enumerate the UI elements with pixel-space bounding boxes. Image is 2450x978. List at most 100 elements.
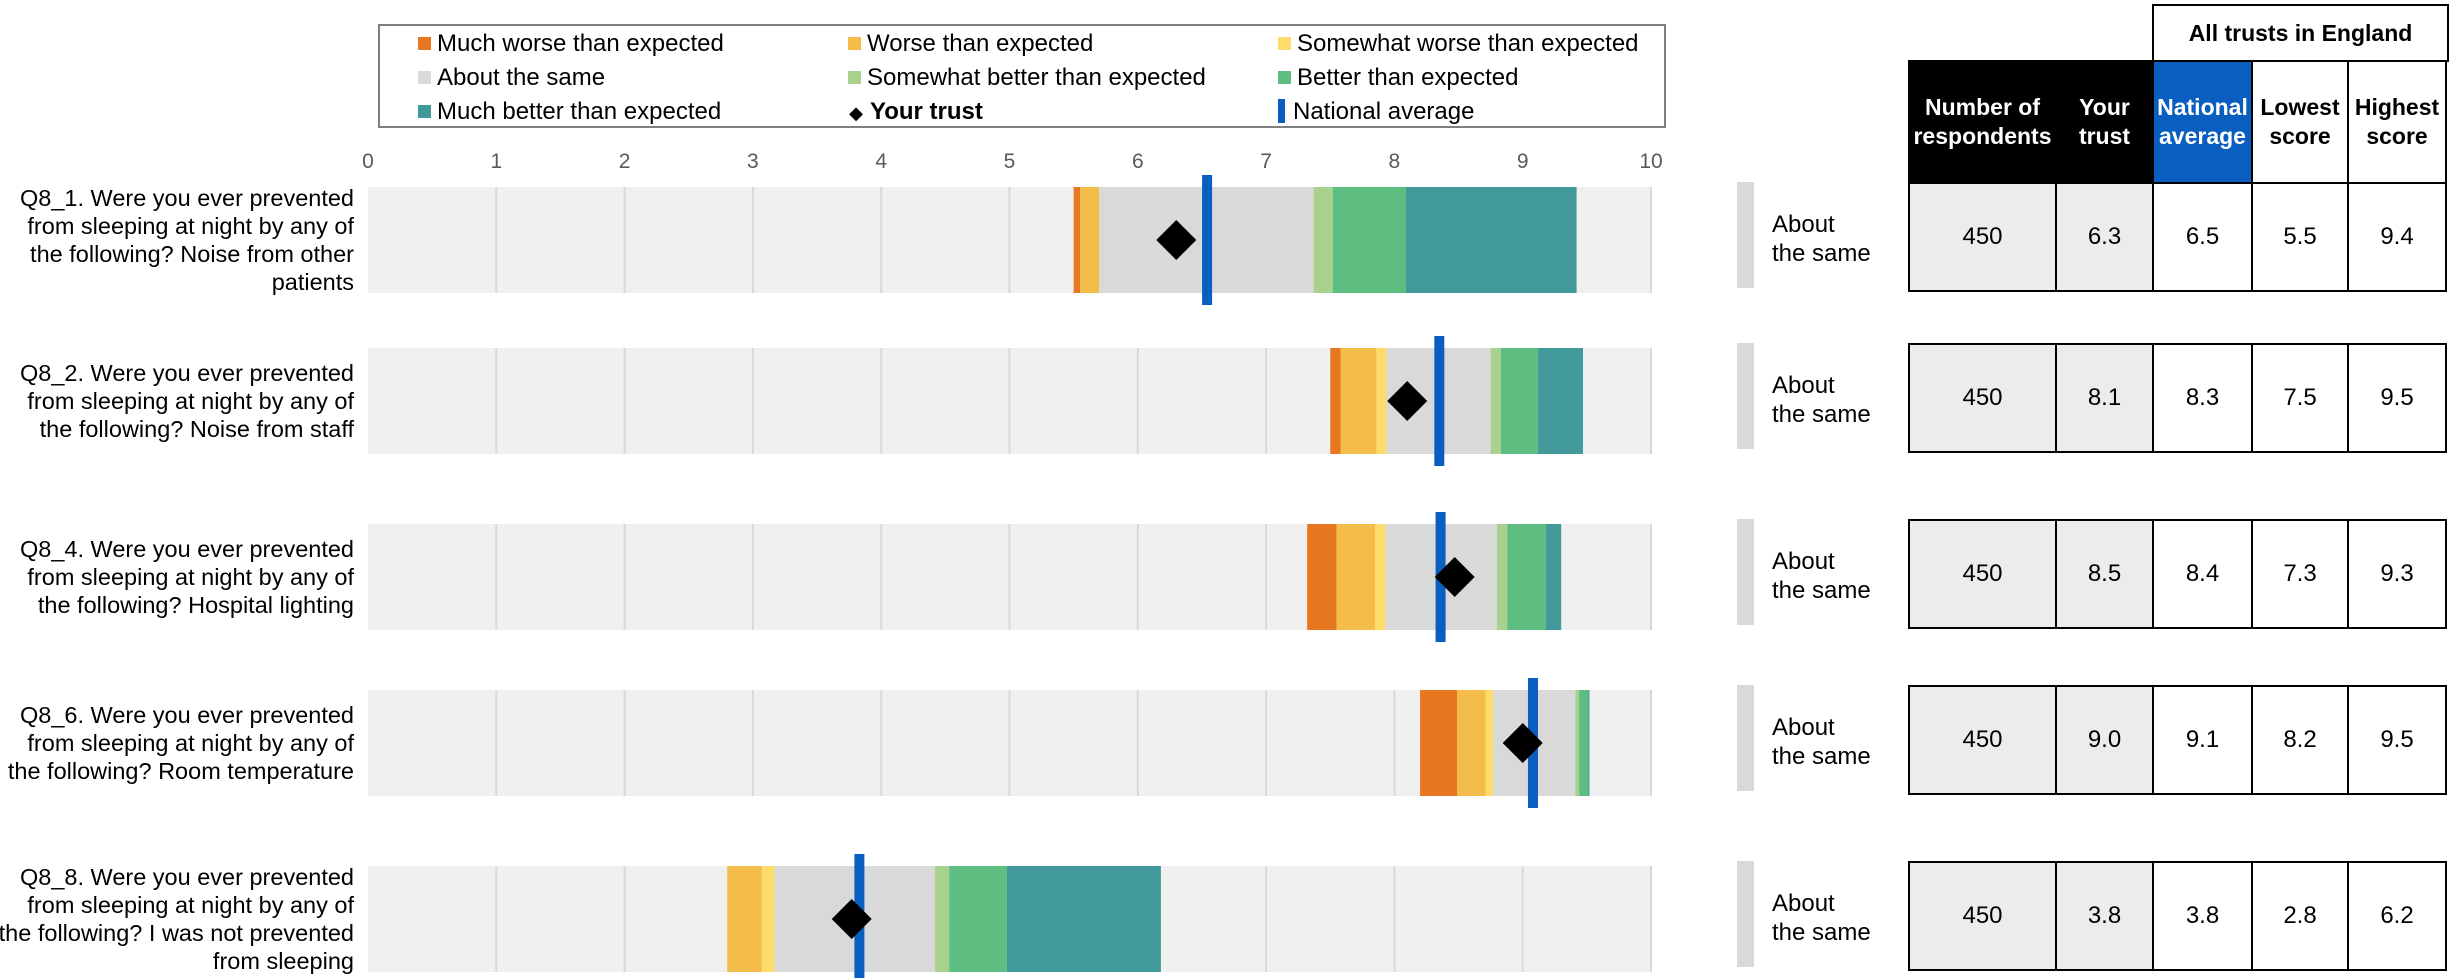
table-cell-respondents: 450 bbox=[1908, 343, 2057, 453]
legend-swatch bbox=[418, 105, 431, 118]
band-much-better-than-expected bbox=[1538, 348, 1584, 454]
table-header-0: Number of respondents bbox=[1908, 60, 2057, 184]
question-label: Q8_4. Were you ever prevented from sleep… bbox=[20, 536, 354, 618]
table-cell-trust_score: 8.5 bbox=[2055, 519, 2154, 629]
question-label: Q8_1. Were you ever prevented from sleep… bbox=[20, 185, 354, 295]
comparison-label: About the same bbox=[1772, 211, 1871, 267]
table-cell-respondents: 450 bbox=[1908, 685, 2057, 795]
legend-label: Somewhat worse than expected bbox=[1297, 30, 1639, 57]
legend-item: Somewhat better than expected bbox=[848, 64, 1206, 92]
your-trust-marker bbox=[1387, 381, 1428, 421]
legend-label: Somewhat better than expected bbox=[867, 64, 1206, 91]
band-somewhat-worse-than-expected bbox=[761, 866, 775, 972]
legend-label: About the same bbox=[437, 64, 606, 91]
table-cell-lowest: 8.2 bbox=[2251, 685, 2349, 795]
comparison-label: About the same bbox=[1772, 548, 1871, 604]
table-cell-highest: 9.5 bbox=[2347, 343, 2447, 453]
band-much-worse-than-expected bbox=[1420, 690, 1458, 796]
legend-swatch bbox=[1278, 71, 1291, 84]
your-trust-marker bbox=[1434, 557, 1475, 597]
legend-label: National average bbox=[1293, 98, 1475, 125]
x-tick-label: 1 bbox=[490, 150, 502, 173]
your-trust-marker bbox=[1156, 220, 1197, 260]
diamond-icon: ◆ bbox=[849, 103, 863, 123]
comparison-label: About the same bbox=[1772, 890, 1871, 946]
x-tick-label: 2 bbox=[619, 150, 631, 173]
legend-label: Better than expected bbox=[1297, 64, 1519, 91]
table-cell-lowest: 7.5 bbox=[2251, 343, 2349, 453]
national-average-line bbox=[1202, 175, 1213, 305]
table-header-3: Lowest score bbox=[2251, 60, 2349, 184]
legend-swatch bbox=[1278, 37, 1291, 50]
comparison-label: About the same bbox=[1772, 372, 1871, 428]
legend-label: Much worse than expected bbox=[437, 30, 724, 57]
band-worse-than-expected bbox=[1336, 524, 1376, 630]
legend-swatch bbox=[418, 37, 431, 50]
comparison-swatch bbox=[1737, 685, 1754, 791]
table-cell-highest: 6.2 bbox=[2347, 861, 2447, 971]
table-cell-lowest: 7.3 bbox=[2251, 519, 2349, 629]
legend-item: Worse than expected bbox=[848, 30, 1093, 58]
band-worse-than-expected bbox=[1457, 690, 1486, 796]
legend-swatch bbox=[848, 71, 861, 84]
table-cell-avg_score: 3.8 bbox=[2152, 861, 2253, 971]
comparison-swatch bbox=[1737, 343, 1754, 449]
legend-item: National average bbox=[1278, 98, 1474, 126]
band-somewhat-worse-than-expected bbox=[1375, 524, 1386, 630]
table-cell-avg_score: 6.5 bbox=[2152, 182, 2253, 292]
band-much-better-than-expected bbox=[1006, 866, 1161, 972]
table-cell-avg_score: 8.4 bbox=[2152, 519, 2253, 629]
x-tick-label: 8 bbox=[1389, 150, 1401, 173]
band-somewhat-better-than-expected bbox=[935, 866, 950, 972]
x-tick-label: 0 bbox=[362, 150, 374, 173]
band-much-worse-than-expected bbox=[1330, 348, 1341, 454]
band-much-better-than-expected bbox=[1545, 524, 1562, 630]
your-trust-marker bbox=[831, 899, 872, 939]
table-cell-respondents: 450 bbox=[1908, 182, 2057, 292]
legend-swatch bbox=[418, 71, 431, 84]
band-much-better-than-expected bbox=[1405, 187, 1577, 293]
legend-label: Your trust bbox=[870, 98, 983, 125]
legend-item: Much worse than expected bbox=[418, 30, 724, 58]
legend-item: About the same bbox=[418, 64, 605, 92]
comparison-label: About the same bbox=[1772, 714, 1871, 770]
legend-line-swatch bbox=[1278, 99, 1285, 123]
table-header-4: Highest score bbox=[2347, 60, 2447, 184]
table-cell-respondents: 450 bbox=[1908, 519, 2057, 629]
table-cell-trust_score: 8.1 bbox=[2055, 343, 2154, 453]
band-somewhat-better-than-expected bbox=[1497, 524, 1508, 630]
band-somewhat-better-than-expected bbox=[1490, 348, 1501, 454]
band-somewhat-worse-than-expected bbox=[1376, 348, 1387, 454]
table-cell-highest: 9.4 bbox=[2347, 182, 2447, 292]
band-much-better-than-expected bbox=[1588, 690, 1590, 796]
band-worse-than-expected bbox=[1340, 348, 1377, 454]
band-better-than-expected bbox=[1332, 187, 1406, 293]
x-tick-label: 6 bbox=[1132, 150, 1144, 173]
band-much-worse-than-expected bbox=[1073, 187, 1081, 293]
table-cell-lowest: 2.8 bbox=[2251, 861, 2349, 971]
band-worse-than-expected bbox=[727, 866, 762, 972]
x-tick-label: 3 bbox=[747, 150, 759, 173]
x-tick-label: 9 bbox=[1517, 150, 1529, 173]
table-cell-trust_score: 3.8 bbox=[2055, 861, 2154, 971]
table-cell-trust_score: 6.3 bbox=[2055, 182, 2154, 292]
table-cell-avg_score: 9.1 bbox=[2152, 685, 2253, 795]
band-somewhat-worse-than-expected bbox=[1485, 690, 1494, 796]
x-tick-label: 7 bbox=[1260, 150, 1272, 173]
comparison-swatch bbox=[1737, 519, 1754, 625]
band-better-than-expected bbox=[949, 866, 1007, 972]
x-tick-label: 4 bbox=[875, 150, 887, 173]
legend-label: Worse than expected bbox=[867, 30, 1094, 57]
table-header-1: Your trust bbox=[2055, 60, 2154, 184]
chart-legend: Much worse than expected Worse than expec… bbox=[378, 24, 1666, 128]
question-label: Q8_8. Were you ever prevented from sleep… bbox=[0, 864, 354, 974]
legend-item: Better than expected bbox=[1278, 64, 1518, 92]
table-cell-avg_score: 8.3 bbox=[2152, 343, 2253, 453]
band-worse-than-expected bbox=[1080, 187, 1100, 293]
group-header: All trusts in England bbox=[2152, 4, 2449, 62]
table-cell-highest: 9.3 bbox=[2347, 519, 2447, 629]
legend-item: ◆ Your trust bbox=[848, 98, 983, 127]
x-tick-label: 10 bbox=[1639, 150, 1662, 173]
band-somewhat-better-than-expected bbox=[1313, 187, 1333, 293]
band-somewhat-better-than-expected bbox=[1575, 690, 1580, 796]
